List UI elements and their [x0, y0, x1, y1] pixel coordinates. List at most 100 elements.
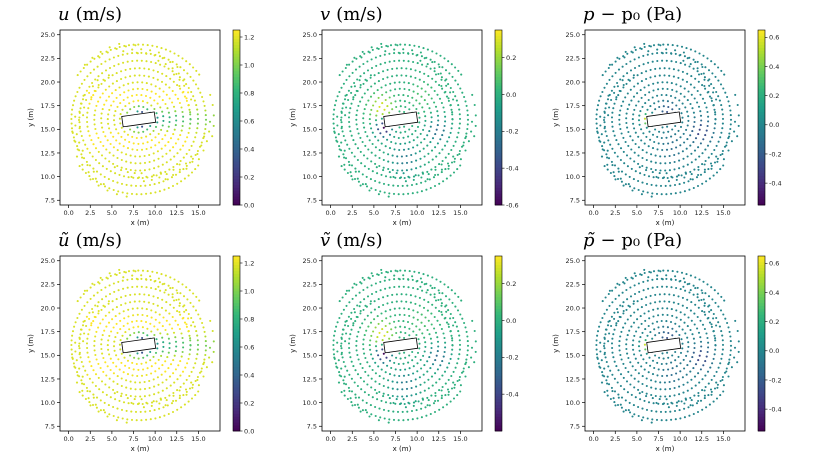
- data-point: [113, 123, 116, 126]
- colorbar-segment: [233, 320, 240, 324]
- data-point: [626, 72, 629, 75]
- colorbar-segment: [758, 30, 765, 34]
- data-point: [87, 397, 90, 400]
- data-point: [709, 140, 712, 143]
- data-point: [458, 113, 461, 116]
- data-point: [388, 359, 392, 362]
- data-point: [601, 371, 604, 374]
- data-point: [640, 47, 643, 50]
- data-point: [412, 365, 415, 368]
- data-point: [642, 280, 645, 283]
- data-point: [357, 104, 360, 107]
- data-point: [341, 328, 345, 331]
- data-point: [104, 88, 107, 91]
- data-point: [150, 401, 154, 404]
- data-point: [384, 401, 388, 404]
- data-point: [78, 312, 81, 315]
- data-point: [350, 151, 353, 154]
- data-point: [97, 309, 100, 313]
- data-point: [153, 107, 156, 111]
- colorbar-segment: [495, 258, 502, 263]
- data-point: [190, 324, 193, 327]
- data-point: [685, 354, 688, 357]
- data-point: [90, 365, 93, 368]
- data-point: [416, 125, 420, 128]
- data-point: [444, 168, 447, 171]
- data-point: [640, 80, 643, 83]
- data-point: [683, 176, 686, 179]
- data-point: [697, 359, 700, 362]
- data-point: [382, 392, 385, 395]
- data-point: [719, 83, 723, 86]
- data-point: [681, 121, 684, 124]
- data-point: [382, 70, 385, 73]
- data-point: [145, 286, 148, 289]
- data-point: [352, 365, 355, 368]
- data-point: [86, 351, 89, 354]
- data-point: [379, 416, 382, 419]
- data-point: [407, 192, 410, 195]
- data-point: [173, 52, 176, 55]
- data-point: [426, 274, 429, 277]
- data-point: [465, 104, 468, 107]
- data-point: [74, 350, 77, 353]
- data-point: [119, 328, 122, 331]
- data-point: [611, 120, 614, 124]
- data-point: [637, 380, 640, 383]
- data-point: [421, 63, 424, 66]
- data-point: [388, 171, 391, 174]
- data-point: [680, 338, 683, 341]
- data-point: [668, 154, 671, 158]
- data-point: [462, 144, 465, 147]
- data-point: [432, 402, 436, 405]
- data-point: [641, 181, 644, 184]
- data-point: [153, 183, 156, 186]
- data-point: [641, 156, 644, 160]
- obstacle-rect: [383, 111, 419, 128]
- data-point: [644, 319, 647, 322]
- x-tick-label: 5.0: [107, 209, 117, 217]
- data-point: [161, 381, 164, 384]
- colorbar-segment: [233, 170, 240, 174]
- data-point: [675, 330, 678, 333]
- data-point: [686, 57, 689, 60]
- data-point: [342, 153, 345, 156]
- data-point: [122, 175, 126, 178]
- data-point: [80, 360, 83, 364]
- data-point: [439, 298, 442, 301]
- colorbar-segment: [758, 181, 765, 185]
- data-point: [424, 119, 427, 122]
- data-point: [729, 353, 732, 357]
- data-point: [348, 164, 351, 167]
- data-point: [173, 278, 176, 281]
- data-point: [130, 175, 133, 178]
- data-point: [150, 309, 153, 312]
- data-point: [656, 374, 659, 377]
- data-point: [671, 141, 674, 144]
- data-point: [203, 104, 206, 107]
- data-point: [382, 384, 385, 388]
- data-point: [115, 298, 118, 301]
- data-point: [373, 74, 376, 77]
- y-tick-label: 25.0: [303, 257, 317, 265]
- data-point: [101, 165, 104, 168]
- colorbar-segment: [233, 296, 240, 301]
- data-point: [433, 67, 436, 70]
- data-point: [411, 192, 414, 195]
- colorbar-segment: [233, 85, 240, 89]
- data-point: [694, 77, 697, 80]
- data-point: [348, 125, 351, 128]
- data-point: [353, 56, 356, 59]
- data-point: [374, 345, 378, 348]
- data-point: [716, 160, 719, 163]
- data-point: [686, 336, 689, 339]
- y-tick-label: 20.0: [41, 78, 55, 86]
- data-point: [422, 128, 425, 131]
- data-point: [699, 368, 702, 371]
- data-point: [370, 187, 373, 190]
- data-point: [443, 57, 446, 60]
- data-point: [647, 50, 650, 53]
- data-point: [647, 371, 650, 374]
- data-point: [99, 366, 102, 370]
- colorbar-segment: [233, 202, 240, 206]
